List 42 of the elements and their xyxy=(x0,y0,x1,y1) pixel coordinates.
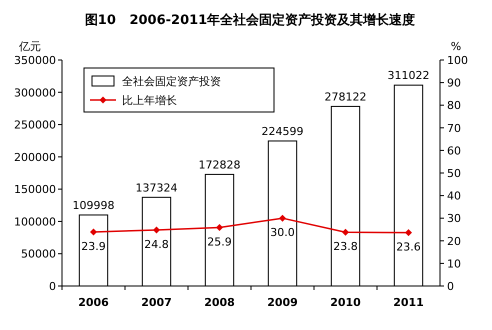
xtick: 2011 xyxy=(393,296,424,309)
y2tick: 70 xyxy=(447,122,461,135)
ytick: 0 xyxy=(49,280,56,293)
y2tick: 20 xyxy=(447,234,461,248)
y2tick: 90 xyxy=(447,76,461,90)
y2label: % xyxy=(450,40,462,53)
legend-label: 全社会固定资产投资 xyxy=(122,75,221,88)
data-label: 278122 xyxy=(324,90,366,104)
y2tick: 100 xyxy=(447,54,468,67)
ytick: 250000 xyxy=(14,118,56,132)
data-label: 311022 xyxy=(388,69,430,82)
ytick: 50000 xyxy=(21,248,56,261)
y2tick: 40 xyxy=(447,190,461,203)
xtick: 2010 xyxy=(330,296,361,309)
xtick: 2006 xyxy=(78,296,109,309)
legend-label: 比上年增长 xyxy=(122,94,177,107)
data-label: 24.8 xyxy=(144,238,169,251)
ytick: 150000 xyxy=(14,183,56,196)
ytick: 300000 xyxy=(14,86,56,100)
ytick: 200000 xyxy=(14,150,56,164)
data-label: 109998 xyxy=(72,198,114,212)
y2tick: 60 xyxy=(447,144,461,158)
data-label: 23.9 xyxy=(81,240,106,253)
y2tick: 10 xyxy=(447,257,461,270)
data-label: 23.6 xyxy=(396,240,421,254)
y2tick: 50 xyxy=(447,167,461,180)
ytick: 350000 xyxy=(14,54,56,67)
data-label: 25.9 xyxy=(207,235,232,248)
xtick: 2007 xyxy=(141,296,172,309)
data-label: 172828 xyxy=(198,158,240,172)
y2tick: 0 xyxy=(447,280,454,293)
xtick: 2008 xyxy=(204,296,235,309)
title: 图10 2006-2011年全社会固定资产投资及其增长速度 xyxy=(84,13,416,28)
y2tick: 80 xyxy=(447,99,461,112)
data-label: 137324 xyxy=(136,181,178,194)
ytick: 100000 xyxy=(14,215,56,228)
ylabel: 亿元 xyxy=(19,40,41,53)
data-label: 30.0 xyxy=(270,226,295,240)
data-label: 224599 xyxy=(262,124,304,138)
data-label: 23.8 xyxy=(333,240,358,254)
xtick: 2009 xyxy=(267,296,298,309)
y2tick: 30 xyxy=(447,212,461,226)
